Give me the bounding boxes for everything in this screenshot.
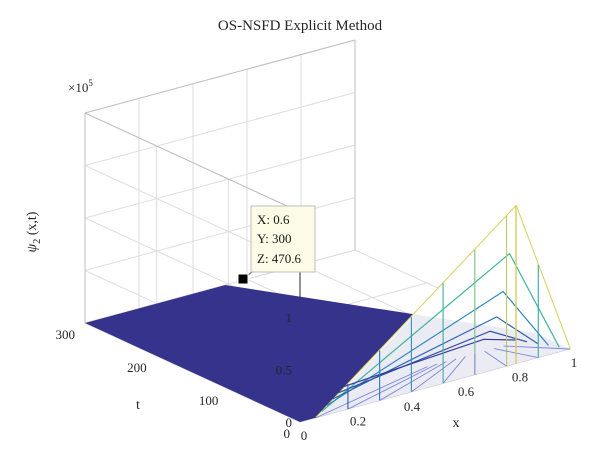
mesh-floor-line [347,363,438,410]
datatip[interactable]: X: 0.6 Y: 300 Z: 470.6 [237,205,316,285]
mesh-floor-line [484,350,507,367]
grid-line [84,144,356,219]
x-tick-label: 0.8 [512,370,528,385]
x-tick-label: 0.2 [350,413,366,428]
z-tick-label: 0.5 [276,363,292,378]
y-tick-label: 100 [199,393,219,408]
datatip-x-text: X: 0.6 [257,212,290,227]
mesh-line [343,338,517,388]
mesh-floor-line [379,361,447,401]
x-axis-label: x [453,416,460,431]
x-tick-label: 0.6 [458,384,475,399]
y-tick-label: 300 [56,327,76,342]
box-edge [84,39,356,114]
z-tick-label: 1 [286,310,293,325]
box-edge [84,112,301,213]
mesh-floor-line [411,358,457,393]
surface-floor-patch [85,285,570,422]
datatip-marker[interactable] [237,273,249,285]
y-tick-label: 0 [284,426,291,441]
mesh-line [338,330,528,394]
y-axis-label: t [136,398,140,413]
datatip-box [250,205,316,273]
surface-mesh [315,204,571,419]
mesh-line [326,290,549,406]
z-tick-label: 0 [286,415,293,430]
mesh-line [321,252,560,412]
datatip-y-text: Y: 300 [257,231,292,246]
mesh-floor-line [316,366,428,419]
x-tick-label: 0.4 [404,399,421,414]
x-tick-label: 0 [301,428,308,443]
mesh-floor-line [442,356,466,384]
surface-floor [85,285,570,422]
grid-line [84,92,356,166]
x-tick-label: 1 [571,355,578,370]
datatip-z-text: Z: 470.6 [257,251,302,266]
y-tick-label: 200 [127,360,147,375]
z-exponent-label: ×105 [68,78,93,95]
chart-title: OS-NSFD Explicit Method [218,18,383,34]
mesh-floor-line [503,345,571,350]
z-axis-label: ψ2 (x,t) [25,211,43,252]
